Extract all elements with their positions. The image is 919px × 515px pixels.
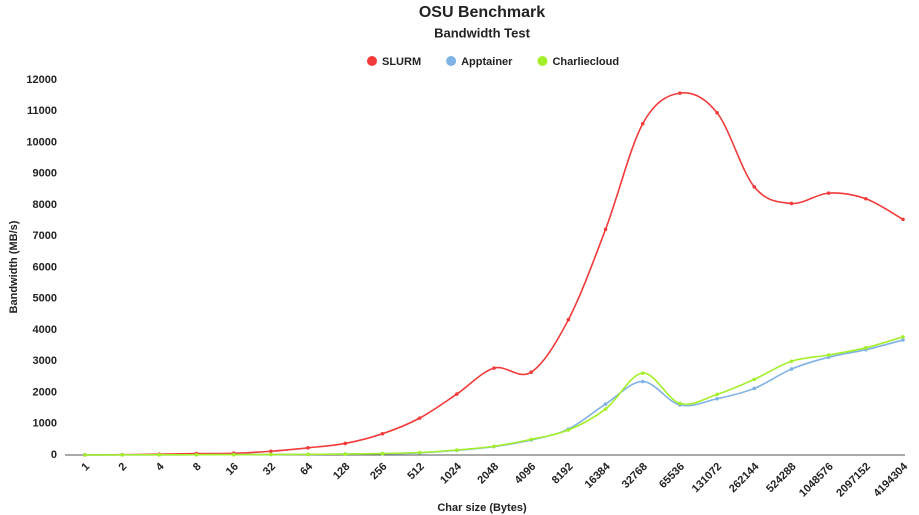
x-tick-label: 524288 bbox=[764, 461, 798, 495]
point bbox=[380, 451, 385, 456]
series-line bbox=[84, 339, 904, 456]
point bbox=[417, 450, 422, 455]
y-tick-label: 6000 bbox=[33, 261, 57, 273]
x-tick-label: 1048576 bbox=[797, 461, 836, 500]
x-tick-label: 1 bbox=[79, 461, 92, 474]
point bbox=[752, 377, 757, 382]
point bbox=[789, 201, 794, 206]
series-line bbox=[84, 92, 904, 456]
point bbox=[715, 392, 719, 397]
point bbox=[752, 386, 757, 391]
point bbox=[901, 217, 905, 222]
point bbox=[864, 346, 868, 350]
point bbox=[529, 437, 533, 442]
x-tick-label: 32768 bbox=[620, 461, 650, 491]
point bbox=[120, 453, 124, 457]
x-tick-label: 32 bbox=[261, 461, 278, 478]
chart-subtitle: Bandwidth Test bbox=[434, 25, 530, 40]
y-tick-label: 3000 bbox=[33, 355, 57, 367]
point bbox=[157, 453, 162, 457]
legend-label: SLURM bbox=[382, 56, 421, 68]
point bbox=[678, 401, 682, 406]
point bbox=[789, 359, 794, 364]
x-tick-label: 16384 bbox=[583, 460, 614, 491]
y-tick-label: 2000 bbox=[33, 386, 57, 398]
x-tick-label: 512 bbox=[405, 461, 426, 482]
series-line bbox=[84, 336, 904, 456]
point bbox=[566, 317, 571, 322]
x-tick-label: 8 bbox=[191, 461, 204, 474]
point bbox=[826, 191, 831, 195]
y-tick-label: 11000 bbox=[27, 105, 57, 117]
point bbox=[455, 392, 459, 396]
point bbox=[566, 428, 571, 432]
y-tick-label: 0 bbox=[51, 449, 57, 461]
x-tick-label: 64 bbox=[298, 460, 316, 478]
point bbox=[640, 371, 645, 375]
point bbox=[380, 431, 385, 436]
x-tick-label: 4096 bbox=[513, 461, 539, 487]
legend-swatch bbox=[446, 56, 457, 66]
y-tick-label: 9000 bbox=[33, 168, 57, 180]
chart-title: OSU Benchmark bbox=[419, 4, 545, 21]
point bbox=[640, 379, 645, 384]
point bbox=[715, 111, 719, 115]
legend-swatch bbox=[537, 56, 548, 66]
x-tick-label: 16 bbox=[224, 461, 241, 478]
point bbox=[529, 370, 533, 374]
point bbox=[901, 338, 905, 342]
legend-swatch bbox=[367, 56, 377, 66]
y-tick-label: 4000 bbox=[33, 324, 57, 336]
point bbox=[306, 452, 310, 457]
x-tick-label: 2 bbox=[117, 461, 130, 474]
y-tick-label: 8000 bbox=[33, 199, 57, 211]
point bbox=[417, 416, 422, 420]
point bbox=[269, 452, 273, 457]
x-tick-label: 4 bbox=[154, 460, 167, 473]
point bbox=[603, 407, 608, 411]
point bbox=[231, 452, 236, 457]
x-tick-label: 131072 bbox=[690, 461, 724, 495]
y-tick-label: 5000 bbox=[33, 293, 57, 305]
point bbox=[826, 353, 831, 357]
point bbox=[455, 448, 459, 452]
point bbox=[603, 402, 608, 406]
point bbox=[343, 441, 348, 446]
x-tick-label: 256 bbox=[368, 461, 389, 482]
legend-label: Charliecloud bbox=[552, 56, 619, 68]
x-tick-label: 262144 bbox=[727, 460, 762, 495]
x-tick-label: 2097152 bbox=[834, 461, 873, 500]
point bbox=[715, 396, 719, 401]
point bbox=[83, 453, 87, 457]
point bbox=[492, 366, 496, 370]
point bbox=[492, 444, 496, 449]
point bbox=[269, 449, 273, 454]
x-tick-label: 8192 bbox=[550, 461, 576, 487]
point bbox=[194, 452, 199, 457]
x-axis-label: Char size (Bytes) bbox=[437, 502, 527, 514]
x-tick-label: 65536 bbox=[657, 461, 687, 491]
y-tick-label: 1000 bbox=[33, 418, 57, 430]
y-tick-label: 12000 bbox=[26, 74, 57, 86]
x-tick-label: 1024 bbox=[438, 460, 464, 486]
point bbox=[752, 185, 757, 189]
point bbox=[864, 196, 868, 201]
y-tick-label: 7000 bbox=[33, 230, 57, 242]
y-axis-label: Bandwidth (MB/s) bbox=[8, 220, 20, 313]
point bbox=[603, 227, 608, 232]
x-tick-label: 128 bbox=[331, 461, 352, 482]
x-tick-label: 2048 bbox=[475, 461, 501, 487]
point bbox=[678, 91, 682, 95]
point bbox=[343, 452, 348, 456]
point bbox=[640, 121, 645, 126]
point bbox=[306, 446, 310, 450]
legend-label: Apptainer bbox=[461, 56, 513, 68]
point bbox=[901, 335, 905, 339]
point bbox=[789, 367, 794, 371]
x-tick-label: 4194304 bbox=[871, 460, 910, 499]
y-tick-label: 10000 bbox=[26, 136, 57, 148]
